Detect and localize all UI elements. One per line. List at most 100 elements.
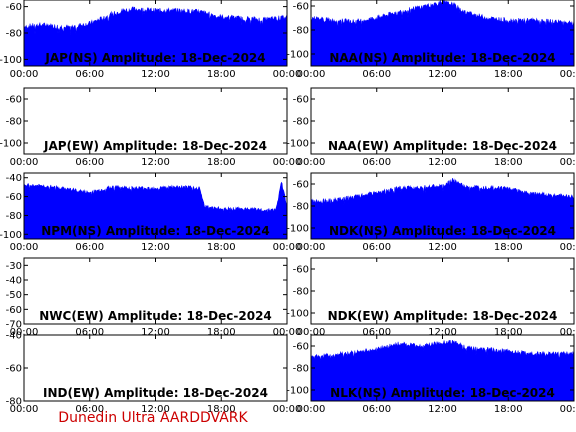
y-tick-label: -80 [293,117,309,128]
x-tick-label: 12:00 [141,69,170,80]
x-tick-label: 18:00 [207,157,236,168]
x-tick-label: 00:00 [297,69,326,80]
x-tick-label: 12:00 [141,327,170,338]
x-tick-label: 06:00 [362,404,391,415]
x-tick-label: 12:00 [141,157,170,168]
y-tick-label: -100 [0,230,22,241]
x-tick-label: 06:00 [362,69,391,80]
y-tick-label: -80 [6,29,22,40]
y-tick-label: -100 [286,224,309,235]
x-tick-label: 12:00 [428,404,457,415]
y-tick-label: -50 [6,290,22,301]
y-tick-label: -80 [6,117,22,128]
x-tick-label: 12:00 [428,327,457,338]
x-tick-label: 00:00 [297,242,326,253]
x-tick-label: 06:00 [362,157,391,168]
x-tick-label: 00:00 [560,327,576,338]
y-tick-label: -60 [293,180,309,191]
y-tick-label: -100 [286,309,309,320]
x-tick-label: 18:00 [494,242,523,253]
y-tick-label: -100 [286,139,309,150]
panel-title: NPM(NS) Amplitude: 18-Dec-2024 [41,224,269,238]
y-tick-label: -40 [6,331,22,342]
y-tick-label: -100 [286,386,309,397]
y-tick-label: -60 [293,342,309,353]
x-tick-label: 06:00 [75,404,104,415]
x-tick-label: 00:00 [560,404,576,415]
x-tick-label: 06:00 [362,242,391,253]
panel-title: NAA(EW) Amplitude: 18-Dec-2024 [328,139,557,153]
amplitude-trace [24,6,287,66]
panel-title: NLK(NS) Amplitude: 18-Dec-2024 [330,386,555,400]
x-tick-label: 00:00 [560,242,576,253]
y-tick-label: -60 [6,2,22,13]
panel-title: JAP(NS) Amplitude: 18-Dec-2024 [44,51,265,65]
x-tick-label: 00:00 [297,157,326,168]
footer-label: Dunedin Ultra AARDDVARK [58,410,248,426]
y-tick-label: -100 [286,50,309,61]
x-tick-label: 00:00 [273,242,302,253]
panel-title: NDK(EW) Amplitude: 18-Dec-2024 [328,309,558,323]
x-tick-label: 06:00 [75,157,104,168]
y-tick-label: -60 [6,192,22,203]
y-tick-label: -100 [0,139,22,150]
x-tick-label: 12:00 [141,242,170,253]
panel-title: NDK(NS) Amplitude: 18-Dec-2024 [329,224,556,238]
y-tick-label: -60 [293,95,309,106]
x-tick-label: 18:00 [207,242,236,253]
x-tick-label: 18:00 [494,69,523,80]
x-tick-label: 18:00 [207,69,236,80]
x-tick-label: 06:00 [362,327,391,338]
amplitude-trace [311,178,574,239]
x-tick-label: 12:00 [428,157,457,168]
y-tick-label: -80 [6,211,22,222]
x-tick-label: 00:00 [297,327,326,338]
y-tick-label: -60 [293,265,309,276]
y-tick-label: -60 [6,305,22,316]
amplitude-trace [311,340,574,401]
panel-title: JAP(EW) Amplitude: 18-Dec-2024 [43,139,267,153]
y-tick-label: -80 [293,364,309,375]
y-tick-label: -30 [6,261,22,272]
x-tick-label: 00:00 [273,327,302,338]
x-tick-label: 18:00 [494,157,523,168]
x-tick-label: 06:00 [75,242,104,253]
x-tick-label: 00:00 [273,69,302,80]
y-tick-label: -80 [293,26,309,37]
chart-panel-1: -60 -80 -100 00:00 06:00 12:00 18:00 00:00 JAP(N… [0,0,301,80]
x-tick-label: 00:00 [560,69,576,80]
y-tick-label: -80 [293,202,309,213]
x-tick-label: 00:00 [10,157,39,168]
x-tick-label: 12:00 [428,69,457,80]
x-tick-label: 00:00 [10,327,39,338]
x-tick-label: 00:00 [10,69,39,80]
chart-panel-8: -60 -80 -100 00:00 06:00 12:00 18:00 00:00NDK(E… [286,257,576,338]
x-tick-label: 00:00 [10,404,39,415]
amplitude-trace [24,181,287,239]
y-tick-label: -80 [6,397,22,408]
x-tick-label: 18:00 [207,327,236,338]
x-tick-label: 06:00 [75,327,104,338]
y-tick-label: -60 [6,95,22,106]
x-tick-label: 00:00 [297,404,326,415]
chart-panel-4: -60 -80 -100 00:00 06:00 12:00 18:00 00:00NAA(E… [286,87,576,168]
panel-title: NWC(EW) Amplitude: 18-Dec-2024 [39,309,272,323]
y-tick-label: -70 [6,320,22,331]
panel-title: IND(EW) Amplitude: 18-Dec-2024 [43,386,268,400]
x-tick-label: 18:00 [494,404,523,415]
x-tick-label: 12:00 [428,242,457,253]
y-tick-label: -40 [6,173,22,184]
y-tick-label: -60 [293,2,309,13]
y-tick-label: -80 [293,287,309,298]
panel-title: NAA(NS) Amplitude: 18-Dec-2024 [329,51,555,65]
chart-panel-10: -60 -80 -100 00:00 06:00 12:00 18:00 00:00 NLK(N… [286,334,576,415]
chart-panel-3: -60 -80 -100 00:00 06:00 12:00 18:00 00:00 JAP(E… [0,87,301,168]
x-tick-label: 12:00 [141,404,170,415]
x-tick-label: 00:00 [10,242,39,253]
x-tick-label: 18:00 [207,404,236,415]
